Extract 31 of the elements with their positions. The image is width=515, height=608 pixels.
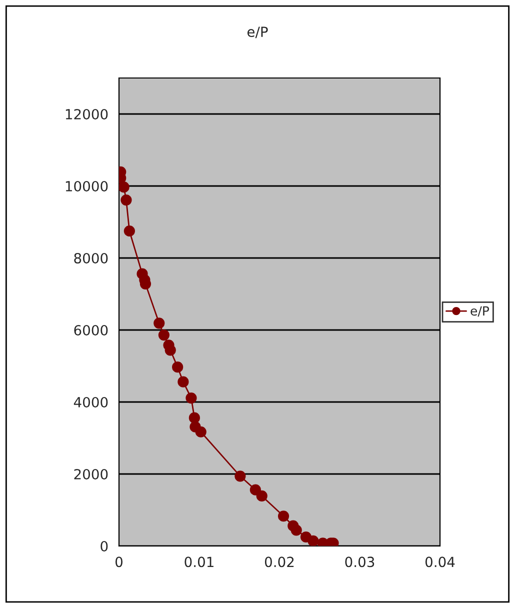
x-tick-label: 0 [115,556,122,568]
point [256,490,268,502]
point [188,412,200,424]
point [120,194,132,206]
point [154,318,165,329]
point [124,225,135,237]
y-tick-label: 6000 [74,324,108,336]
point [119,182,130,193]
y-tick-label: 10000 [66,180,108,192]
point [250,484,261,496]
y-tick-label: 12000 [66,108,108,120]
chart-title: e/P [247,26,268,38]
y-tick-label: 2000 [74,468,108,480]
point [164,344,176,356]
y-tick-label: 4000 [74,396,108,408]
point [290,524,302,536]
x-tick-label: 0.03 [345,556,374,568]
legend-label: e/P [470,306,490,317]
x-tick-label: 0.01 [184,556,214,568]
x-tick-label: 0.02 [264,556,294,568]
point [186,392,197,404]
point [234,470,246,482]
point [278,510,290,522]
x-tick-label: 0.04 [425,556,455,568]
point [158,329,170,341]
point [308,535,319,546]
y-tick-label: 0 [100,540,108,552]
point [172,362,184,373]
point [195,426,206,438]
y-tick-label: 8000 [74,252,108,264]
point [178,376,189,388]
